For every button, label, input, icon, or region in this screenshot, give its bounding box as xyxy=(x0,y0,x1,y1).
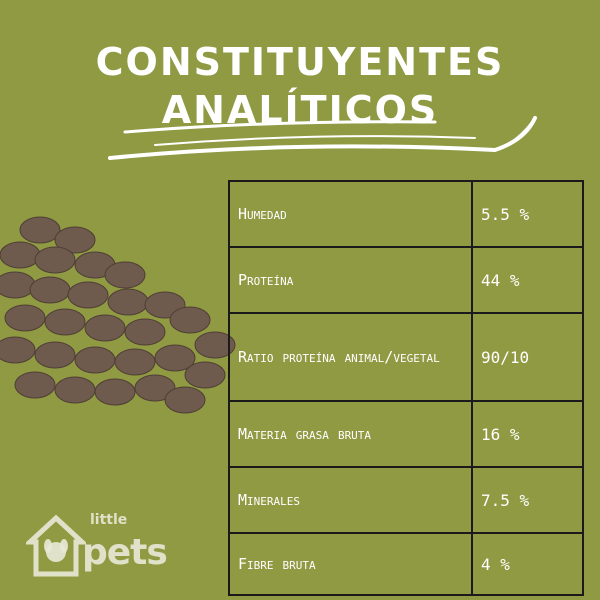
table-row: Minerales 7.5 % xyxy=(228,466,584,534)
row-label: Minerales xyxy=(228,466,473,534)
row-label: Fibre bruta xyxy=(228,532,473,596)
table-row: Humedad 5.5 % xyxy=(228,180,584,248)
logo-pets-text: pets xyxy=(82,532,168,573)
row-value: 16 % xyxy=(471,400,584,468)
page-title-line1: CONSTITUYENTES xyxy=(95,40,505,84)
row-value: 7.5 % xyxy=(471,466,584,534)
table-row: Materia grasa bruta 16 % xyxy=(228,400,584,468)
swoosh-underline-icon xyxy=(108,116,537,160)
row-value: 44 % xyxy=(471,246,584,314)
row-value: 90/10 xyxy=(471,312,584,402)
row-label: Materia grasa bruta xyxy=(228,400,473,468)
table-row: Ratio proteína animal/vegetal 90/10 xyxy=(228,312,584,402)
row-value: 4 % xyxy=(471,532,584,596)
page-title-line2: ANALÍTICOS xyxy=(161,88,439,132)
house-dog-icon xyxy=(26,514,86,577)
row-label: Ratio proteína animal/vegetal xyxy=(228,312,473,402)
row-label: Proteína xyxy=(228,246,473,314)
table-row: Proteína 44 % xyxy=(228,246,584,314)
logo-little-text: little xyxy=(90,512,128,528)
row-value: 5.5 % xyxy=(471,180,584,248)
row-label: Humedad xyxy=(228,180,473,248)
table-row: Fibre bruta 4 % xyxy=(228,532,584,596)
kibble-pile-image xyxy=(0,216,236,414)
analytical-constituents-table: Humedad 5.5 % Proteína 44 % Ratio proteí… xyxy=(228,180,584,596)
